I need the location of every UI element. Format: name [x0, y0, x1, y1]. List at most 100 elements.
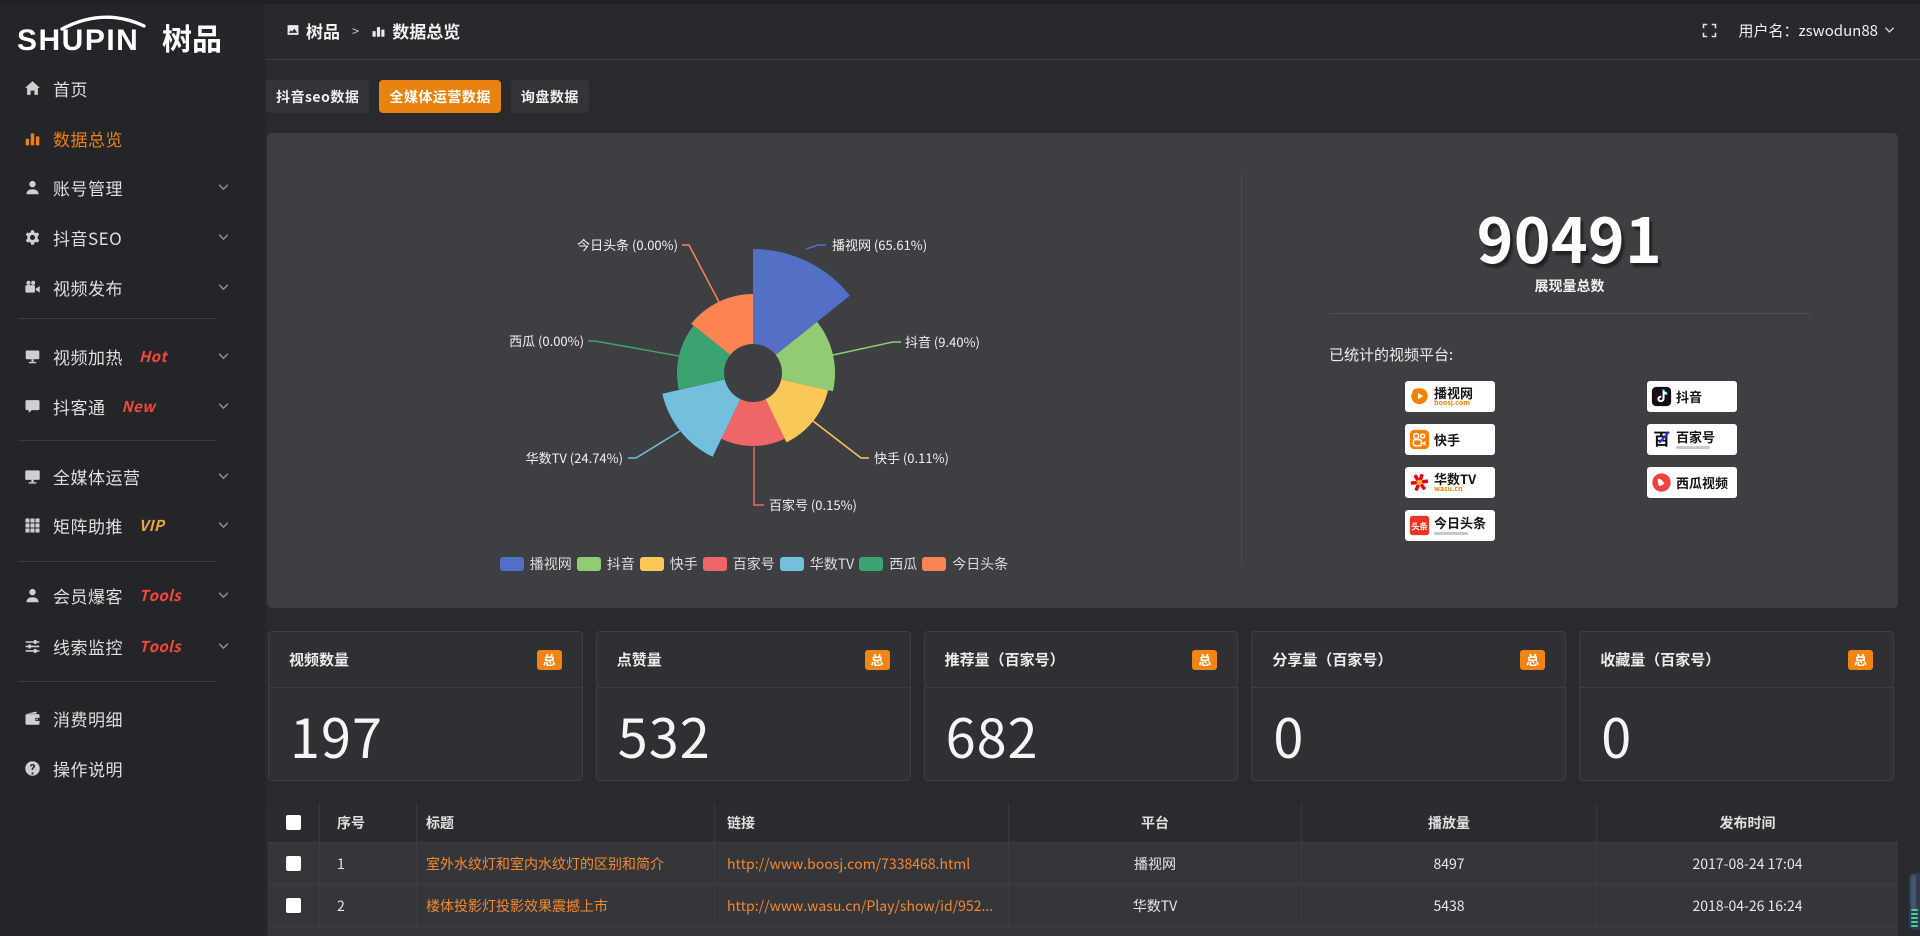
platform-subtitle-bar — [1676, 446, 1710, 449]
cell-url-link[interactable]: http://www.wasu.cn/Play/show/id/952... — [727, 895, 994, 916]
username: zswodun88 — [1798, 19, 1878, 41]
fullscreen-icon[interactable] — [1702, 23, 1717, 38]
stat-card-title: 收藏量（百家号） — [1600, 649, 1721, 670]
total-impressions-label: 展现量总数 — [1534, 276, 1605, 296]
cell-title-link[interactable]: 室外水纹灯和室内水纹灯的区别和简介 — [426, 853, 664, 874]
legend-item-6[interactable]: 今日头条 — [922, 554, 1008, 574]
tab-2[interactable]: 询盘数据 — [510, 80, 589, 113]
tab-1[interactable]: 全媒体运营数据 — [379, 80, 501, 113]
platform-subtitle: boosj.com — [1434, 398, 1470, 408]
panel-divider — [1241, 175, 1242, 565]
col-header-platform[interactable]: 平台 — [1009, 803, 1302, 842]
app-logo[interactable]: SHUPIN 树品 — [16, 12, 246, 58]
platform-name: 百家号 — [1676, 427, 1716, 446]
toutiao-logo: 头条 — [1409, 515, 1430, 536]
sidebar-item-1[interactable]: 数据总览 — [0, 118, 265, 158]
xigua-logo — [1651, 472, 1672, 493]
breadcrumb-current[interactable]: 数据总览 — [392, 17, 461, 43]
platform-badge-4[interactable]: 华数TV wasu.cn — [1405, 467, 1495, 498]
pie-slice-3[interactable] — [721, 399, 785, 446]
select-all-checkbox[interactable] — [286, 815, 301, 830]
legend-item-4[interactable]: 华数TV — [779, 554, 854, 574]
user-menu[interactable]: 用户名： zswodun88 — [1739, 20, 1896, 41]
total-badge[interactable]: 总 — [1847, 649, 1873, 670]
svg-text:SHUPIN: SHUPIN — [17, 24, 139, 57]
pie-slice-5[interactable] — [677, 325, 731, 390]
sidebar-item-9[interactable]: 会员爆客 Tools — [0, 575, 265, 615]
sidebar-item-3[interactable]: 抖音SEO — [0, 217, 265, 257]
pie-slice-2[interactable] — [765, 379, 829, 443]
total-badge[interactable]: 总 — [864, 649, 890, 670]
wasu-logo — [1409, 472, 1430, 493]
total-badge[interactable]: 总 — [1192, 649, 1218, 670]
pie-slice-6[interactable] — [691, 294, 753, 355]
sidebar-item-5[interactable]: 视频加热 Hot — [0, 336, 265, 376]
col-header-views[interactable]: 播放量 — [1302, 803, 1597, 842]
row-checkbox[interactable] — [286, 856, 301, 871]
browser-extension-widget[interactable] — [1907, 871, 1920, 932]
col-header-title[interactable]: 标题 — [417, 803, 715, 842]
table-row: 2 楼体投影灯投影效果震撼上市 http://www.wasu.cn/Play/… — [268, 884, 1898, 926]
breadcrumb: 树品 > 数据总览 — [286, 0, 460, 60]
pie-slice-0[interactable] — [753, 249, 850, 355]
tab-0[interactable]: 抖音seo数据 — [266, 80, 370, 113]
chevron-down-icon — [218, 283, 229, 291]
sidebar-item-11[interactable]: 消费明细 — [0, 698, 265, 738]
sidebar-item-0[interactable]: 首页 — [0, 68, 265, 108]
sidebar-item-2[interactable]: 账号管理 — [0, 167, 265, 207]
cell-title-link[interactable]: 楼体投影灯投影效果震撼上市 — [426, 895, 608, 916]
sidebar-item-label: 数据总览 — [53, 125, 123, 151]
chevron-down-icon — [218, 472, 229, 480]
legend-item-0[interactable]: 播视网 — [499, 554, 572, 574]
legend-item-5[interactable]: 西瓜 — [859, 554, 917, 574]
pie-slice-4[interactable] — [662, 379, 741, 457]
legend-swatch — [576, 557, 601, 571]
sidebar-item-label: 矩阵助推 — [53, 512, 123, 538]
sidebar-item-label: 视频加热 — [53, 343, 123, 369]
cell-num: 2 — [320, 885, 417, 926]
total-badge[interactable]: 总 — [1520, 649, 1546, 670]
breadcrumb-home[interactable]: 树品 — [306, 17, 340, 43]
sidebar-item-4[interactable]: 视频发布 — [0, 267, 265, 307]
sidebar-item-label: 视频发布 — [53, 274, 123, 300]
pie-label-4: 华数TV (24.74%) — [526, 448, 623, 467]
legend-item-1[interactable]: 抖音 — [576, 554, 635, 574]
legend-label: 快手 — [669, 554, 698, 574]
sidebar-divider — [18, 440, 216, 441]
platform-badge-3[interactable]: 百 百家号 — [1647, 424, 1737, 455]
platform-badge-5[interactable]: 西瓜视频 — [1647, 467, 1737, 498]
help-icon — [24, 760, 41, 777]
legend-item-3[interactable]: 百家号 — [702, 554, 775, 574]
col-header-num[interactable]: 序号 — [320, 803, 417, 842]
pie-label-line-2 — [812, 420, 869, 459]
platform-badge-0[interactable]: 播视网 boosj.com — [1405, 381, 1495, 412]
boosj-logo — [1409, 386, 1430, 407]
stat-card-0: 视频数量 总 197 — [268, 631, 583, 781]
pie-slice-1[interactable] — [775, 321, 835, 392]
total-badge[interactable]: 总 — [536, 649, 562, 670]
platform-badge-6[interactable]: 头条 今日头条 — [1405, 510, 1495, 541]
breadcrumb-separator: > — [352, 20, 360, 40]
menu-badge-tools: Tools — [139, 584, 181, 606]
platform-badge-1[interactable]: 抖音 — [1647, 381, 1737, 412]
legend-swatch — [779, 557, 804, 571]
platform-badge-2[interactable]: 快手 — [1405, 424, 1495, 455]
sidebar-item-10[interactable]: 线索监控 Tools — [0, 626, 265, 666]
col-header-link[interactable]: 链接 — [715, 803, 1009, 842]
legend-swatch — [922, 557, 947, 571]
row-checkbox[interactable] — [286, 898, 301, 913]
sidebar-item-7[interactable]: 全媒体运营 — [0, 456, 265, 496]
sidebar-item-8[interactable]: 矩阵助推 VIP — [0, 505, 265, 545]
platform-name: 播视网 — [1434, 383, 1474, 402]
legend-item-2[interactable]: 快手 — [639, 554, 698, 574]
pie-label-line-4 — [628, 430, 681, 459]
sidebar-item-label: 会员爆客 — [53, 582, 123, 608]
col-header-time[interactable]: 发布时间 — [1719, 812, 1776, 833]
cell-url-link[interactable]: http://www.boosj.com/7338468.html — [727, 853, 971, 874]
sidebar-item-6[interactable]: 抖客通 New — [0, 386, 265, 426]
menu-badge-tools: Tools — [139, 635, 181, 657]
pie-label-6: 今日头条 (0.00%) — [577, 235, 678, 254]
rose-pie-chart: 播视网 (65.61%) 抖音 (9.40%) 快手 (0.11%) 百家号 (0.1… — [509, 235, 980, 514]
sidebar-item-12[interactable]: 操作说明 — [0, 748, 265, 788]
sidebar-item-label: 抖客通 — [53, 393, 106, 419]
